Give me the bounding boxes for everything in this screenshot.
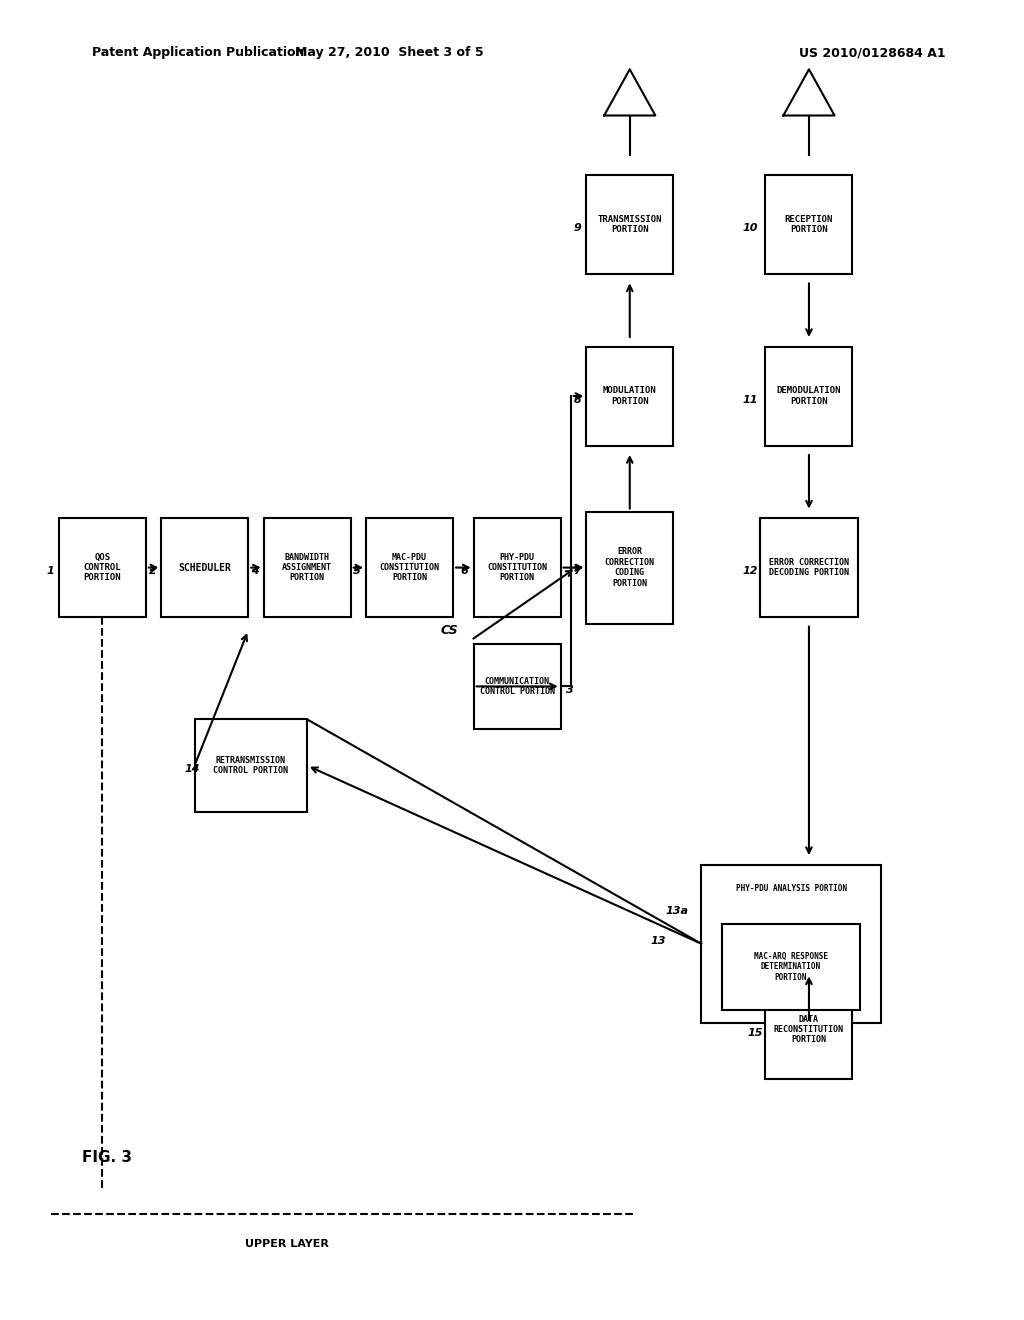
Text: DEMODULATION
PORTION: DEMODULATION PORTION xyxy=(777,387,841,405)
FancyBboxPatch shape xyxy=(473,644,561,729)
Text: RECEPTION
PORTION: RECEPTION PORTION xyxy=(784,215,834,234)
Text: 13: 13 xyxy=(650,936,666,946)
Text: 7: 7 xyxy=(573,566,582,577)
Text: DATA
RECONSTITUTION
PORTION: DATA RECONSTITUTION PORTION xyxy=(774,1015,844,1044)
Text: PHY-PDU ANALYSIS PORTION: PHY-PDU ANALYSIS PORTION xyxy=(735,884,847,894)
Text: 8: 8 xyxy=(573,395,582,405)
FancyBboxPatch shape xyxy=(722,924,860,1010)
FancyBboxPatch shape xyxy=(59,519,146,618)
FancyBboxPatch shape xyxy=(367,519,454,618)
Text: 13a: 13a xyxy=(666,906,688,916)
Text: 9: 9 xyxy=(573,223,582,234)
Text: 2: 2 xyxy=(148,566,157,577)
Text: ERROR
CORRECTION
CODING
PORTION: ERROR CORRECTION CODING PORTION xyxy=(605,548,654,587)
FancyBboxPatch shape xyxy=(701,865,881,1023)
Text: Patent Application Publication: Patent Application Publication xyxy=(92,46,304,59)
Text: CS: CS xyxy=(440,623,458,636)
Text: 6: 6 xyxy=(461,566,469,577)
FancyBboxPatch shape xyxy=(586,176,674,275)
FancyBboxPatch shape xyxy=(766,979,852,1080)
Text: BANDWIDTH
ASSIGNMENT
PORTION: BANDWIDTH ASSIGNMENT PORTION xyxy=(283,553,332,582)
Text: FIG. 3: FIG. 3 xyxy=(82,1150,132,1164)
Text: MAC-PDU
CONSTITUTION
PORTION: MAC-PDU CONSTITUTION PORTION xyxy=(380,553,439,582)
FancyBboxPatch shape xyxy=(473,519,561,618)
Text: ERROR CORRECTION
DECODING PORTION: ERROR CORRECTION DECODING PORTION xyxy=(769,558,849,577)
Text: UPPER LAYER: UPPER LAYER xyxy=(245,1239,329,1250)
Text: 12: 12 xyxy=(742,566,758,577)
Text: 15: 15 xyxy=(748,1028,763,1039)
FancyBboxPatch shape xyxy=(162,519,248,618)
Text: May 27, 2010  Sheet 3 of 5: May 27, 2010 Sheet 3 of 5 xyxy=(295,46,483,59)
FancyBboxPatch shape xyxy=(766,176,852,275)
Text: 1: 1 xyxy=(46,566,54,577)
Text: 5: 5 xyxy=(353,566,361,577)
FancyBboxPatch shape xyxy=(586,347,674,446)
Text: COMMUNICATION
CONTROL PORTION: COMMUNICATION CONTROL PORTION xyxy=(479,677,555,696)
FancyBboxPatch shape xyxy=(195,719,307,812)
Text: MODULATION
PORTION: MODULATION PORTION xyxy=(603,387,656,405)
Text: TRANSMISSION
PORTION: TRANSMISSION PORTION xyxy=(598,215,662,234)
Text: RETRANSMISSION
CONTROL PORTION: RETRANSMISSION CONTROL PORTION xyxy=(213,756,289,775)
Text: MAC-ARQ RESPONSE
DETERMINATION
PORTION: MAC-ARQ RESPONSE DETERMINATION PORTION xyxy=(754,952,828,982)
Text: US 2010/0128684 A1: US 2010/0128684 A1 xyxy=(799,46,945,59)
Text: QOS
CONTROL
PORTION: QOS CONTROL PORTION xyxy=(84,553,121,582)
Text: SCHEDULER: SCHEDULER xyxy=(178,562,231,573)
Text: 14: 14 xyxy=(184,764,200,775)
Text: 11: 11 xyxy=(742,395,758,405)
FancyBboxPatch shape xyxy=(760,519,858,618)
Text: 3: 3 xyxy=(566,685,574,696)
Text: 4: 4 xyxy=(251,566,259,577)
FancyBboxPatch shape xyxy=(766,347,852,446)
Text: 10: 10 xyxy=(742,223,758,234)
FancyBboxPatch shape xyxy=(264,519,350,618)
Text: PHY-PDU
CONSTITUTION
PORTION: PHY-PDU CONSTITUTION PORTION xyxy=(487,553,547,582)
FancyBboxPatch shape xyxy=(586,512,674,624)
